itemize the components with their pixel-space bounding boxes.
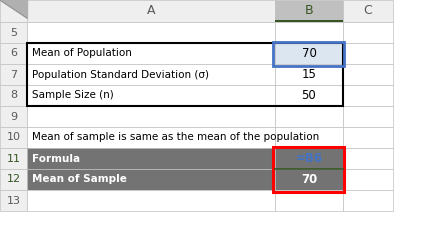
Text: 13: 13 xyxy=(6,195,20,206)
Text: Formula: Formula xyxy=(32,154,80,164)
Text: 12: 12 xyxy=(6,175,21,185)
Text: 11: 11 xyxy=(6,154,20,164)
Bar xyxy=(27,127,275,148)
Bar xyxy=(0,106,27,127)
Bar xyxy=(27,22,275,43)
Text: 5: 5 xyxy=(10,27,17,38)
Bar xyxy=(274,41,344,65)
Text: A: A xyxy=(147,4,155,17)
Bar xyxy=(275,43,343,64)
Bar xyxy=(275,169,343,190)
Bar xyxy=(275,106,343,127)
Bar xyxy=(343,106,393,127)
Bar xyxy=(27,0,275,22)
Bar xyxy=(0,64,27,85)
Bar xyxy=(27,106,275,127)
Bar xyxy=(343,0,393,22)
Bar xyxy=(343,22,393,43)
Bar xyxy=(343,85,393,106)
Bar xyxy=(343,190,393,211)
Text: 70: 70 xyxy=(302,47,316,60)
Text: 9: 9 xyxy=(10,112,17,121)
Bar xyxy=(0,43,27,64)
Text: 15: 15 xyxy=(302,68,316,81)
Bar xyxy=(343,148,393,169)
Bar xyxy=(0,0,27,22)
Bar xyxy=(275,148,343,169)
Text: 10: 10 xyxy=(6,133,20,143)
Text: Mean of Population: Mean of Population xyxy=(32,48,132,58)
Text: =B6: =B6 xyxy=(295,152,323,165)
Text: Mean of sample is same as the mean of the population: Mean of sample is same as the mean of th… xyxy=(32,133,319,143)
Bar xyxy=(0,190,27,211)
Bar xyxy=(274,147,344,192)
Bar xyxy=(27,43,343,106)
Bar xyxy=(27,169,275,190)
Text: 50: 50 xyxy=(302,89,316,102)
Bar xyxy=(27,43,275,64)
Text: 7: 7 xyxy=(10,69,17,79)
Text: 70: 70 xyxy=(301,173,317,186)
Text: Population Standard Deviation (σ): Population Standard Deviation (σ) xyxy=(32,69,209,79)
Bar xyxy=(343,127,393,148)
Bar xyxy=(343,169,393,190)
Text: 6: 6 xyxy=(10,48,17,58)
Bar xyxy=(275,127,343,148)
Bar xyxy=(0,127,27,148)
Text: B: B xyxy=(305,3,313,17)
Text: C: C xyxy=(364,4,372,17)
Bar xyxy=(275,64,343,85)
Bar xyxy=(343,43,393,64)
Bar xyxy=(275,85,343,106)
Bar xyxy=(27,190,275,211)
Polygon shape xyxy=(0,0,27,18)
Bar xyxy=(275,190,343,211)
Text: Mean of Sample: Mean of Sample xyxy=(32,175,127,185)
Bar xyxy=(275,0,343,22)
Bar xyxy=(0,148,27,169)
Bar xyxy=(27,148,275,169)
Bar xyxy=(275,22,343,43)
Bar xyxy=(0,169,27,190)
Bar xyxy=(0,22,27,43)
Bar xyxy=(275,20,343,22)
Bar xyxy=(343,64,393,85)
Text: 8: 8 xyxy=(10,90,17,100)
Bar xyxy=(27,64,275,85)
Text: Sample Size (n): Sample Size (n) xyxy=(32,90,114,100)
Bar xyxy=(27,85,275,106)
Bar xyxy=(0,85,27,106)
